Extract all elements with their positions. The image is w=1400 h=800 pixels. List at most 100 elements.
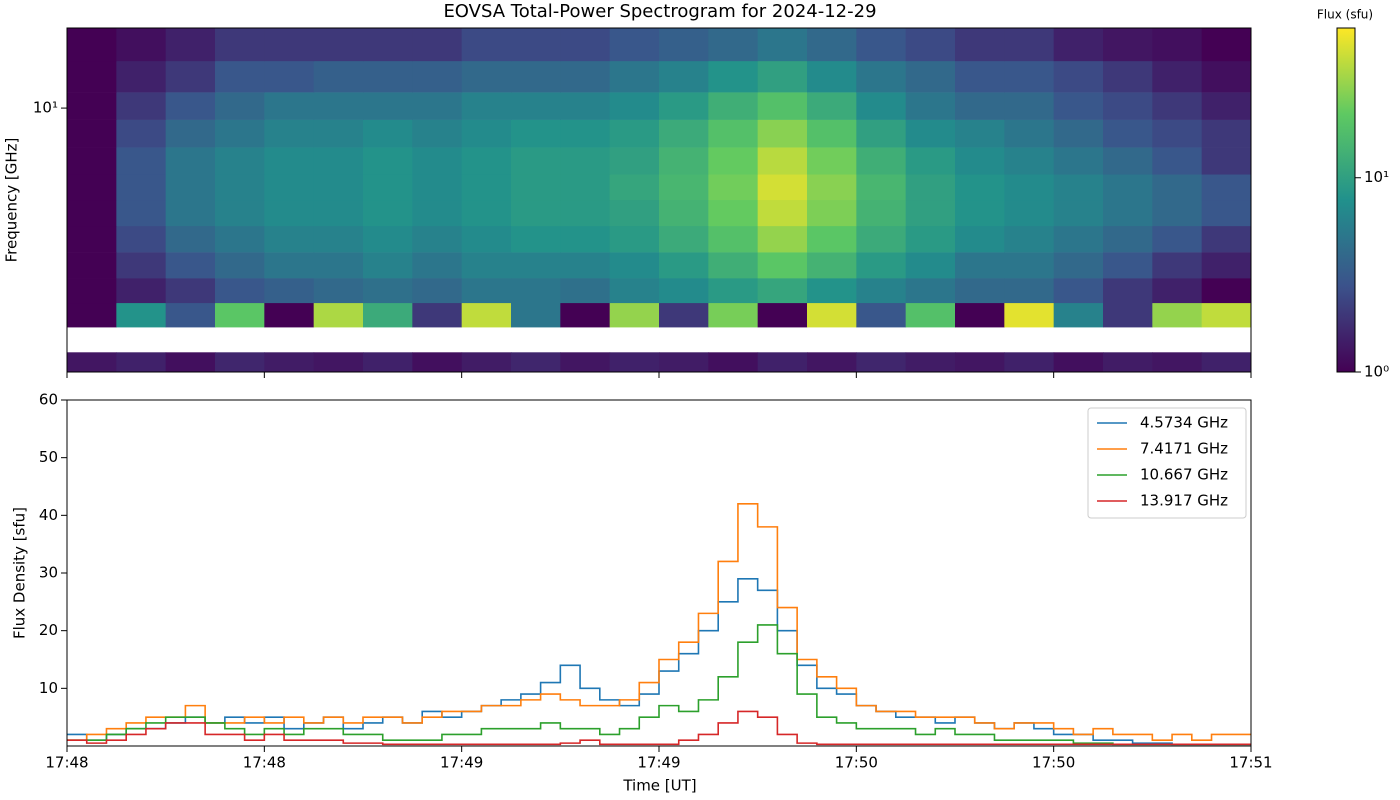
- heatmap-cell: [363, 199, 413, 227]
- heatmap-cell: [560, 278, 611, 304]
- heatmap-cell: [67, 225, 117, 253]
- heatmap-cell: [856, 199, 907, 227]
- heatmap-cell: [313, 147, 364, 175]
- heatmap-cell: [807, 302, 857, 328]
- heatmap-cell: [807, 119, 857, 148]
- heatmap-cell: [1053, 199, 1104, 227]
- heatmap-cell: [313, 60, 364, 93]
- heatmap-cell: [363, 60, 413, 93]
- heatmap-cell: [708, 225, 759, 253]
- y-tick-label: 40: [39, 506, 58, 524]
- heatmap-cell: [215, 60, 265, 93]
- heatmap-cell: [67, 302, 117, 328]
- heatmap-cell: [1053, 92, 1104, 120]
- heatmap-cell: [313, 174, 364, 201]
- heatmap-cell: [1152, 147, 1203, 175]
- heatmap-cell: [461, 302, 512, 328]
- heatmap-cell: [708, 302, 759, 328]
- heatmap-cell: [1152, 119, 1203, 148]
- heatmap-cell: [807, 225, 857, 253]
- x-tick-label: 17:48: [45, 754, 88, 772]
- heatmap-cell: [609, 278, 660, 304]
- heatmap-cell: [757, 28, 808, 62]
- heatmap-cell: [67, 252, 117, 279]
- heatmap-cell: [511, 199, 561, 227]
- heatmap-cell: [165, 225, 216, 253]
- heatmap-cell: [1201, 225, 1252, 253]
- heatmap-cell: [116, 252, 167, 279]
- heatmap-cell: [511, 28, 561, 62]
- heatmap-cell: [1053, 252, 1104, 279]
- heatmap-cell: [659, 278, 709, 304]
- heatmap-cell: [560, 352, 611, 373]
- heatmap-cell: [807, 252, 857, 279]
- heatmap-cell: [807, 199, 857, 227]
- heatmap-cell: [609, 174, 660, 201]
- heatmap-cell: [313, 119, 364, 148]
- heatmap-cell: [1152, 252, 1203, 279]
- heatmap-cell: [1053, 28, 1104, 62]
- heatmap-cell: [807, 60, 857, 93]
- heatmap-cell: [363, 119, 413, 148]
- heatmap-cell: [955, 92, 1005, 120]
- heatmap-cell: [67, 147, 117, 175]
- heatmap-cell: [116, 278, 167, 304]
- heatmap-cell: [659, 28, 709, 62]
- x-tick-label: 17:49: [637, 754, 680, 772]
- x-tick-label: 17:50: [835, 754, 878, 772]
- heatmap-cell: [412, 252, 463, 279]
- heatmap-cell: [659, 199, 709, 227]
- heatmap-cell: [1053, 302, 1104, 328]
- x-tick-label: 17:51: [1229, 754, 1272, 772]
- heatmap-cell: [511, 147, 561, 175]
- heatmap-cell: [757, 92, 808, 120]
- heatmap-cell: [67, 352, 117, 373]
- heatmap-cell: [905, 119, 956, 148]
- heatmap-cell: [1103, 60, 1153, 93]
- heatmap-cell: [856, 352, 907, 373]
- legend-label: 10.667 GHz: [1140, 466, 1228, 484]
- heatmap-cell: [905, 60, 956, 93]
- heatmap-cell: [215, 352, 265, 373]
- heatmap-cell: [116, 28, 167, 62]
- heatmap-cell: [955, 199, 1005, 227]
- heatmap-cell: [215, 174, 265, 201]
- heatmap-cell: [313, 92, 364, 120]
- heatmap-cell: [905, 278, 956, 304]
- heatmap-cell: [215, 225, 265, 253]
- heatmap-cell: [165, 278, 216, 304]
- heatmap-cell: [708, 28, 759, 62]
- series-line: [67, 710, 1251, 746]
- heatmap-cell: [264, 252, 315, 279]
- heatmap-cell: [757, 225, 808, 253]
- heatmap-cell: [856, 147, 907, 175]
- heatmap-cell: [659, 174, 709, 201]
- heatmap-cell: [708, 278, 759, 304]
- heatmap-cell: [412, 278, 463, 304]
- heatmap-cell: [511, 278, 561, 304]
- heatmap-cell: [461, 352, 512, 373]
- heatmap-cell: [955, 119, 1005, 148]
- heatmap-cell: [264, 225, 315, 253]
- heatmap-cell: [1053, 225, 1104, 253]
- legend-label: 13.917 GHz: [1140, 492, 1228, 510]
- heatmap-cell: [1201, 92, 1252, 120]
- heatmap-cell: [856, 225, 907, 253]
- heatmap-cell: [461, 252, 512, 279]
- heatmap-cell: [215, 28, 265, 62]
- colorbar-label: Flux (sfu): [1317, 8, 1373, 22]
- heatmap-cell: [856, 252, 907, 279]
- heatmap-cell: [461, 28, 512, 62]
- heatmap-cell: [955, 174, 1005, 201]
- heatmap-cell: [264, 147, 315, 175]
- heatmap-cell: [856, 28, 907, 62]
- heatmap-cell: [856, 174, 907, 201]
- heatmap-cell: [955, 352, 1005, 373]
- heatmap-cell: [560, 119, 611, 148]
- heatmap-cell: [1201, 278, 1252, 304]
- heatmap-cell: [215, 119, 265, 148]
- heatmap-cell: [708, 199, 759, 227]
- heatmap-cell: [116, 174, 167, 201]
- colorbar-tick-label: 10⁰: [1364, 363, 1389, 381]
- heatmap-cell: [215, 278, 265, 304]
